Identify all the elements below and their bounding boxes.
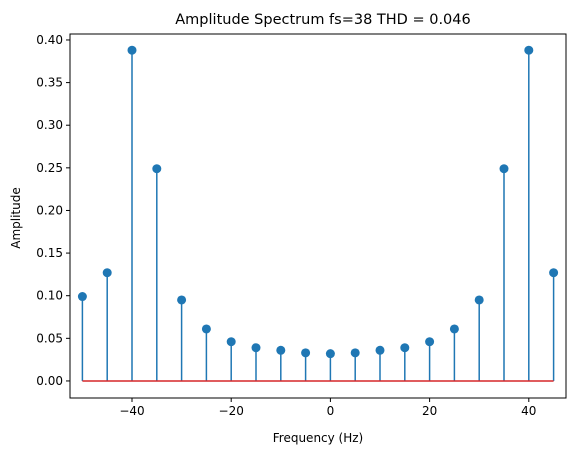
x-tick-label: 0	[327, 404, 335, 418]
x-axis-label: Frequency (Hz)	[273, 431, 364, 445]
stem-marker	[177, 295, 187, 305]
y-tick-label: 0.00	[36, 374, 63, 388]
plot-area: −40 −20 0 20 40 0.00 0.05 0.10 0.15 0.20 0.25 0.30 0…	[36, 33, 567, 418]
stem-marker	[474, 295, 484, 305]
y-tick-label: 0.05	[36, 331, 63, 345]
stem-marker	[350, 348, 360, 358]
y-tick-label: 0.30	[36, 118, 63, 132]
stem-marker	[152, 164, 162, 174]
y-tick-label: 0.25	[36, 161, 63, 175]
stem-marker	[301, 348, 311, 358]
stem-marker	[77, 292, 87, 302]
stem-marker	[102, 268, 112, 278]
chart-title: Amplitude Spectrum fs=38 THD = 0.046	[175, 12, 470, 28]
axes-frame	[69, 33, 567, 399]
x-tick-label: 40	[521, 404, 536, 418]
stem-marker	[127, 45, 137, 55]
x-tick-label: −20	[219, 404, 244, 418]
y-tick-label: 0.10	[36, 289, 63, 303]
x-tick-label: 20	[422, 404, 437, 418]
y-axis-label: Amplitude	[9, 187, 23, 249]
stem-marker	[524, 45, 534, 55]
stem-marker	[400, 343, 410, 353]
stem-marker	[425, 337, 435, 347]
y-tick-label: 0.20	[36, 203, 63, 217]
stem-marker	[251, 343, 261, 353]
y-tick-label: 0.40	[36, 33, 63, 47]
stem-marker	[499, 164, 509, 174]
stem-marker	[325, 349, 335, 359]
stem-marker	[201, 324, 211, 334]
y-tick-label: 0.15	[36, 246, 63, 260]
stem-marker	[449, 324, 459, 334]
y-tick-label: 0.35	[36, 76, 63, 90]
stem-marker	[276, 345, 286, 355]
x-tick-label: −40	[119, 404, 144, 418]
stem-marker	[375, 345, 385, 355]
stem-marker	[226, 337, 236, 347]
stem-marker	[549, 268, 559, 278]
